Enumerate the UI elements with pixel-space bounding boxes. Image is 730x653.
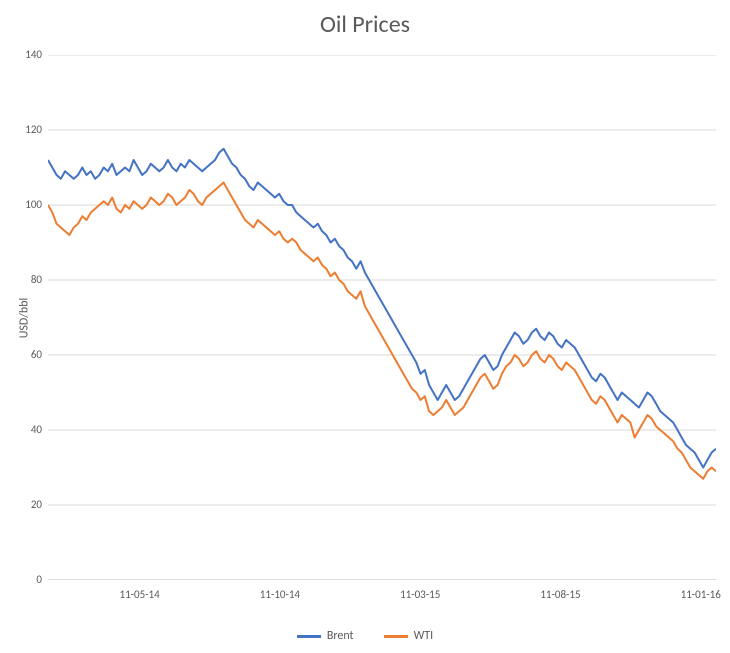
y-tick-label: 20	[31, 498, 42, 511]
legend: Brent WTI	[0, 629, 730, 643]
x-tick-label: 11-03-15	[400, 588, 440, 601]
y-tick-label: 0	[36, 573, 42, 586]
legend-label-wti: WTI	[414, 629, 434, 643]
x-tick-label: 11-05-14	[120, 588, 160, 601]
y-tick-label: 60	[31, 348, 42, 361]
plot-area	[48, 55, 716, 580]
chart-title: Oil Prices	[0, 10, 730, 39]
legend-label-brent: Brent	[327, 629, 354, 643]
legend-item-brent: Brent	[297, 629, 354, 643]
x-tick-label: 11-10-14	[260, 588, 300, 601]
x-tick-label: 11-08-15	[540, 588, 580, 601]
y-tick-label: 40	[31, 423, 42, 436]
legend-item-wti: WTI	[384, 629, 434, 643]
y-tick-label: 100	[25, 198, 42, 211]
y-tick-label: 140	[25, 48, 42, 61]
y-tick-label: 80	[31, 273, 42, 286]
x-tick-label: 11-01-16	[681, 588, 721, 601]
legend-swatch-wti	[384, 635, 408, 638]
y-axis-label: USD/bbl	[17, 297, 31, 338]
y-tick-label: 120	[25, 123, 42, 136]
legend-swatch-brent	[297, 635, 321, 638]
oil-prices-chart: Oil Prices USD/bbl Brent WTI 0 20 40 60 80 10…	[0, 0, 730, 653]
